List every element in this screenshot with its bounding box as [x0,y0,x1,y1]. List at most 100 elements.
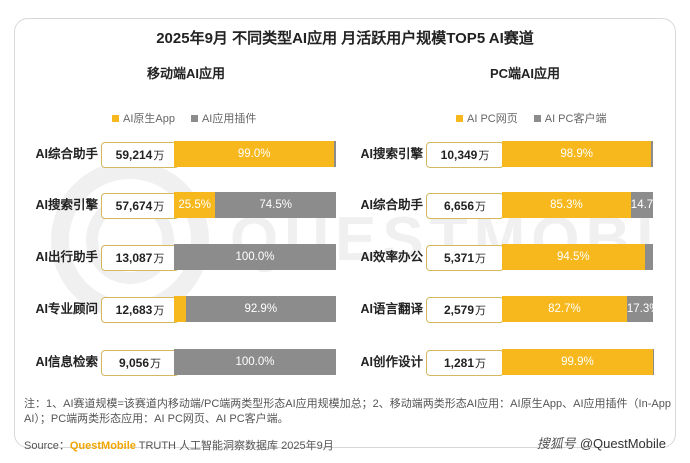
legend-label: AI原生App [123,113,175,125]
value-unit: 万 [475,305,487,317]
stacked-bar: 85.3% 14.7% [502,192,663,218]
value-unit: 万 [475,253,487,265]
left-subtitle: 移动端AI应用 [146,66,225,81]
value-number: 10,349 [440,148,478,162]
value-box: 1,281万 [426,350,504,376]
value-unit: 万 [478,150,490,162]
bar-segment-primary: 85.3% [502,192,631,218]
value-number: 1,281 [443,356,475,370]
value-unit: 万 [475,201,487,213]
value-number: 2,579 [443,303,475,317]
legend-item: AI PC客户端 [533,110,607,126]
bar-segment-secondary [334,141,336,167]
chart-frame [14,18,676,448]
legend-item: AI原生App [112,110,175,126]
value-number: 12,683 [115,303,153,317]
bar-segment-secondary: 92.9% [185,296,336,322]
category-label: AI搜索引擎 [360,147,423,161]
stacked-bar: 99.0% [174,141,336,167]
category-label: AI语言翻译 [360,302,423,316]
bar-row: AI综合助手 59,214万 99.0% [0,141,690,168]
value-box: 57,674万 [101,193,179,219]
credit-platform: 搜狐号 [536,436,576,451]
source-prefix: Source： [24,440,70,452]
category-label: AI信息检索 [35,355,98,369]
value-box: 6,656万 [426,193,504,219]
bar-segment-secondary: 14.7% [630,192,663,218]
bar-segment-secondary: 100.0% [174,349,336,375]
bar-segment-secondary: 100.0% [174,244,336,270]
value-unit: 万 [153,201,165,213]
value-box: 9,056万 [101,350,179,376]
value-number: 57,674 [115,199,153,213]
stacked-bar: 94.5% [502,244,653,270]
stacked-bar: 82.7% 17.3% [502,296,659,322]
legend-label: AI PC网页 [467,113,518,125]
value-unit: 万 [153,305,165,317]
value-box: 59,214万 [101,142,179,168]
value-box: 2,579万 [426,297,504,323]
legend-item: AI PC网页 [456,110,518,126]
value-number: 13,087 [115,251,153,265]
stacked-bar: 99.9% [502,349,653,375]
value-box: 10,349万 [426,142,504,168]
bar-segment-primary: 99.0% [174,141,335,167]
right-legend: AI PC网页 AI PC客户端 [456,110,616,126]
bar-segment-secondary [644,244,653,270]
legend-item: AI应用插件 [190,110,257,126]
footnote: 注：1、AI赛道规模=该赛道内移动端/PC端两类型形态AI应用规模加总；2、移动… [24,398,671,425]
bar-row: AI语言翻译 2,579万 82.7% 17.3% [0,296,690,323]
source-brand: QuestMobile [69,440,136,452]
legend-label: AI应用插件 [201,113,257,125]
bar-segment-primary: 82.7% [502,296,627,322]
bar-segment-primary [174,296,186,322]
credit-handle: @QuestMobile [579,436,666,451]
left-legend: AI原生App AI应用插件 [112,110,266,126]
legend-swatch [112,114,119,122]
value-unit: 万 [475,358,487,370]
bar-row: AI创作设计 1,281万 99.9% [0,349,690,376]
bar-segment-primary: 25.5% [174,192,216,218]
value-unit: 万 [153,253,165,265]
legend-swatch [456,114,463,122]
bar-segment-primary: 98.9% [502,141,652,167]
category-label: AI创作设计 [360,355,423,369]
value-unit: 万 [150,358,162,370]
value-number: 5,371 [443,251,475,265]
bar-row: AI搜索引擎 57,674万 25.5% 74.5% [0,192,690,219]
credit: 搜狐号 @QuestMobile [537,433,666,452]
bar-row: AI综合助手 6,656万 85.3% 14.7% [0,192,690,219]
bar-row: AI信息检索 9,056万 100.0% [0,349,690,376]
value-box: 12,683万 [101,297,179,323]
bar-row: AI搜索引擎 10,349万 98.9% [0,141,690,168]
right-subtitle: PC端AI应用 [489,66,561,81]
bar-segment-primary: 94.5% [502,244,645,270]
category-label: AI综合助手 [35,147,98,161]
stacked-bar: 100.0% [174,244,336,270]
bar-segment-secondary [651,141,653,167]
category-label: AI效率办公 [360,250,423,264]
bar-segment-primary: 99.9% [502,349,653,375]
category-label: AI专业顾问 [35,302,98,316]
chart-title: 2025年9月 不同类型AI应用 月活跃用户规模TOP5 AI赛道 [156,30,534,47]
bar-segment-secondary: 74.5% [215,192,336,218]
value-number: 9,056 [118,356,150,370]
value-box: 5,371万 [426,245,504,271]
value-number: 59,214 [115,148,153,162]
stacked-bar: 92.9% [174,296,336,322]
category-label: AI搜索引擎 [35,198,98,212]
source-line: Source：QuestMobile TRUTH 人工智能洞察数据库 2025年… [24,437,334,453]
source-rest: TRUTH 人工智能洞察数据库 2025年9月 [135,440,334,452]
value-unit: 万 [153,150,165,162]
stacked-bar: 100.0% [174,349,336,375]
category-label: AI出行助手 [35,250,98,264]
legend-label: AI PC客户端 [544,113,607,125]
bar-row: AI出行助手 13,087万 100.0% [0,244,690,271]
category-label: AI综合助手 [360,198,423,212]
stacked-bar: 25.5% 74.5% [174,192,336,218]
bar-row: AI效率办公 5,371万 94.5% [0,244,690,271]
stacked-bar: 98.9% [502,141,653,167]
value-number: 6,656 [443,199,475,213]
bar-row: AI专业顾问 12,683万 92.9% [0,296,690,323]
value-box: 13,087万 [101,245,179,271]
